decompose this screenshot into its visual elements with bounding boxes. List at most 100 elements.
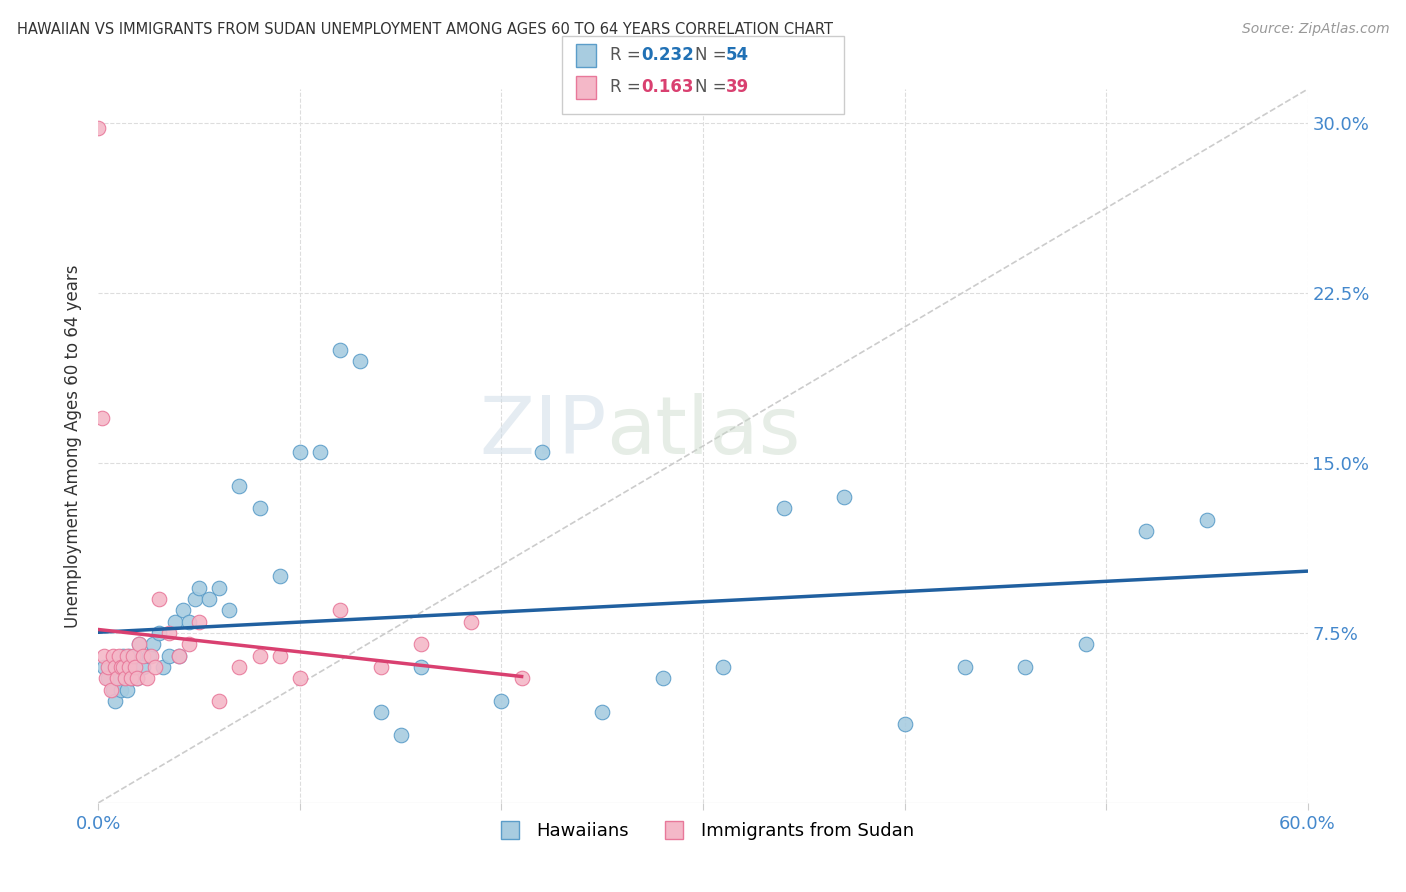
Point	[107, 660, 129, 674]
Point	[97, 660, 120, 674]
Point	[103, 694, 125, 708]
Point	[832, 490, 855, 504]
Point	[530, 444, 553, 458]
Point	[389, 728, 412, 742]
Text: Source: ZipAtlas.com: Source: ZipAtlas.com	[1241, 22, 1389, 37]
Point	[167, 648, 190, 663]
Point	[409, 660, 432, 674]
Point	[118, 648, 141, 663]
Point	[148, 626, 170, 640]
Y-axis label: Unemployment Among Ages 60 to 64 years: Unemployment Among Ages 60 to 64 years	[65, 264, 83, 628]
Point	[110, 660, 132, 674]
Point	[132, 660, 155, 674]
Point	[309, 444, 332, 458]
Point	[114, 671, 136, 685]
Point	[138, 648, 160, 663]
Point	[591, 705, 613, 719]
Point	[409, 637, 432, 651]
Point	[91, 410, 114, 425]
Point	[208, 581, 231, 595]
Point	[115, 682, 138, 697]
Point	[329, 603, 352, 617]
Point	[135, 671, 157, 685]
Point	[93, 648, 115, 663]
Point	[163, 615, 186, 629]
Point	[249, 648, 271, 663]
Point	[184, 591, 207, 606]
Point	[105, 671, 128, 685]
Point	[460, 615, 482, 629]
Point	[157, 626, 180, 640]
Point	[188, 615, 211, 629]
Point	[118, 660, 141, 674]
Point	[772, 501, 794, 516]
Point	[142, 637, 165, 651]
Point	[269, 569, 291, 583]
Text: R =: R =	[610, 78, 647, 96]
Point	[167, 648, 190, 663]
Point	[111, 648, 134, 663]
Point	[121, 648, 143, 663]
Point	[651, 671, 673, 685]
Point	[124, 660, 146, 674]
Point	[491, 694, 513, 708]
Point	[1074, 637, 1097, 651]
Point	[120, 671, 142, 685]
Text: atlas: atlas	[606, 392, 800, 471]
Point	[143, 660, 166, 674]
Point	[893, 716, 915, 731]
Text: 0.163: 0.163	[641, 78, 693, 96]
Point	[1195, 513, 1218, 527]
Point	[101, 648, 124, 663]
Point	[111, 660, 134, 674]
Point	[139, 648, 162, 663]
Point	[1014, 660, 1036, 674]
Point	[148, 591, 170, 606]
Point	[288, 671, 311, 685]
Point	[269, 648, 291, 663]
Point	[96, 671, 118, 685]
Point	[218, 603, 240, 617]
Point	[93, 660, 115, 674]
Point	[132, 648, 155, 663]
Point	[152, 660, 174, 674]
Point	[128, 637, 150, 651]
Point	[172, 603, 194, 617]
Point	[288, 444, 311, 458]
Text: ZIP: ZIP	[479, 392, 606, 471]
Point	[188, 581, 211, 595]
Point	[87, 120, 110, 135]
Text: N =: N =	[695, 78, 731, 96]
Point	[349, 354, 371, 368]
Point	[179, 615, 201, 629]
Point	[128, 637, 150, 651]
Point	[114, 671, 136, 685]
Point	[115, 648, 138, 663]
Point	[97, 671, 120, 685]
Point	[121, 660, 143, 674]
Point	[125, 671, 148, 685]
Text: HAWAIIAN VS IMMIGRANTS FROM SUDAN UNEMPLOYMENT AMONG AGES 60 TO 64 YEARS CORRELA: HAWAIIAN VS IMMIGRANTS FROM SUDAN UNEMPL…	[17, 22, 832, 37]
Text: R =: R =	[610, 46, 647, 64]
Point	[100, 682, 122, 697]
Point	[711, 660, 734, 674]
Text: 54: 54	[725, 46, 748, 64]
Point	[228, 478, 250, 492]
Point	[125, 671, 148, 685]
Point	[249, 501, 271, 516]
Point	[198, 591, 221, 606]
Point	[510, 671, 533, 685]
Point	[329, 343, 352, 357]
Legend: Hawaiians, Immigrants from Sudan: Hawaiians, Immigrants from Sudan	[484, 815, 922, 847]
Point	[953, 660, 976, 674]
Point	[107, 648, 129, 663]
Point	[370, 660, 392, 674]
Point	[105, 671, 128, 685]
Point	[370, 705, 392, 719]
Point	[1135, 524, 1157, 538]
Point	[157, 648, 180, 663]
Text: N =: N =	[695, 46, 731, 64]
Point	[208, 694, 231, 708]
Point	[103, 660, 125, 674]
Point	[124, 648, 146, 663]
